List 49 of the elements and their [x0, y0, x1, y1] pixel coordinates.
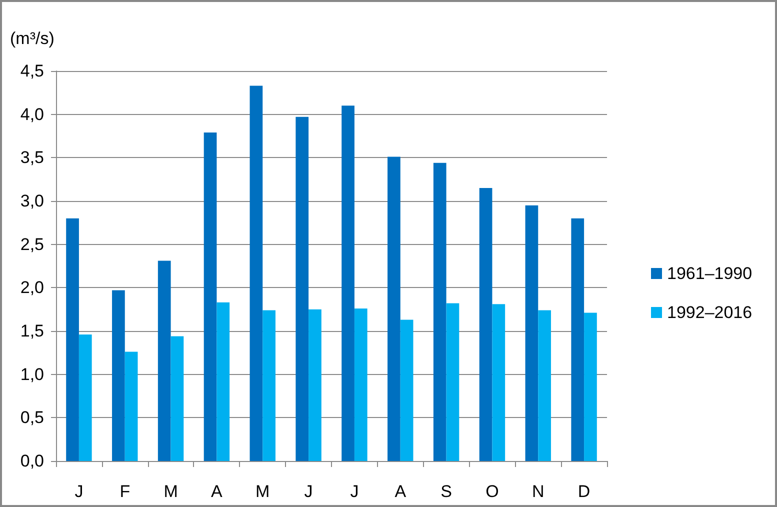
- bar: [538, 310, 551, 461]
- bar: [296, 116, 309, 461]
- y-tick-label: 4,5: [20, 62, 44, 80]
- bar: [571, 218, 584, 461]
- bar: [204, 132, 217, 461]
- bar: [354, 308, 368, 461]
- x-tick-label: A: [394, 482, 407, 501]
- x-tick-label: D: [578, 482, 590, 501]
- y-tick-label: 3,5: [20, 148, 44, 168]
- x-tick-label: M: [164, 482, 178, 501]
- bar: [112, 290, 125, 461]
- y-tick-label: 1,0: [20, 364, 44, 384]
- bar: [525, 205, 538, 461]
- y-tick-label: 1,5: [20, 322, 44, 340]
- x-tick-label: M: [256, 482, 270, 501]
- bar: [446, 303, 460, 461]
- y-tick-label: 0,5: [20, 408, 44, 428]
- bar: [124, 352, 138, 461]
- y-tick-label: 3,0: [20, 192, 44, 210]
- x-tick-label: N: [532, 482, 544, 501]
- bar: [250, 86, 263, 461]
- x-tick-label: A: [211, 482, 224, 501]
- y-axis-title: (m³/s): [10, 29, 54, 48]
- x-tick-label: J: [74, 482, 84, 501]
- bar: [433, 162, 446, 461]
- bar: [342, 106, 354, 461]
- bar: [584, 312, 597, 461]
- y-tick-label: 0,0: [20, 452, 44, 470]
- bar: [388, 156, 400, 461]
- bar: [216, 302, 230, 461]
- bar: [78, 334, 92, 461]
- legend-label: 1992–2016: [667, 303, 752, 322]
- bar: [158, 260, 171, 461]
- x-tick-label: F: [120, 482, 130, 501]
- y-tick-label: 2,0: [20, 278, 44, 298]
- x-tick-label: J: [350, 482, 359, 501]
- bar: [66, 218, 79, 461]
- bar: [170, 336, 184, 461]
- y-tick-label: 2,5: [20, 234, 44, 254]
- x-tick-label: J: [304, 482, 313, 501]
- bar: [479, 188, 492, 461]
- y-tick-label: 4,0: [20, 104, 44, 124]
- bar: [308, 309, 322, 461]
- bar: [492, 304, 506, 461]
- bar: [262, 310, 276, 461]
- bar: [400, 320, 414, 461]
- x-tick-label: S: [440, 482, 452, 501]
- x-tick-label: O: [486, 482, 499, 501]
- legend-label: 1961–1990: [667, 264, 752, 283]
